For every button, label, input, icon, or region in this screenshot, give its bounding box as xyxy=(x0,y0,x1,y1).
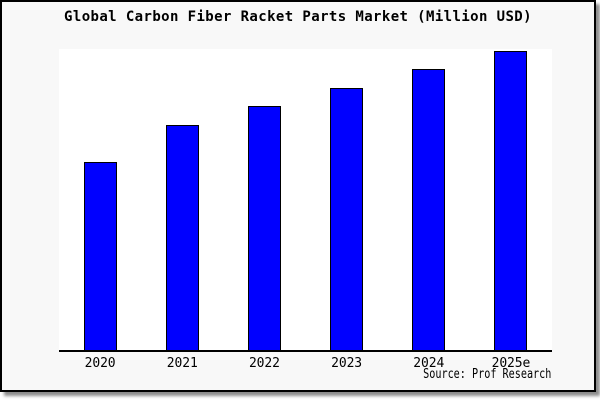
plot-area xyxy=(59,49,552,352)
bar-2025e xyxy=(494,51,528,350)
x-tick-label-2020: 2020 xyxy=(84,356,116,371)
bar-2020 xyxy=(83,162,117,350)
bar-2023 xyxy=(330,88,364,350)
x-tick-label-2025e: 2025e xyxy=(491,356,531,371)
chart-canvas: Global Carbon Fiber Racket Parts Market … xyxy=(0,0,596,392)
x-tick-label-2023: 2023 xyxy=(331,356,363,371)
bar-2022 xyxy=(247,106,281,350)
bar-2021 xyxy=(165,125,199,350)
bar-2024 xyxy=(412,69,446,350)
x-tick-label-2024: 2024 xyxy=(413,356,445,371)
x-tick-label-2021: 2021 xyxy=(166,356,198,371)
x-axis-labels: 2020 2021 2022 2023 2024 2025e xyxy=(59,356,552,371)
chart-title: Global Carbon Fiber Racket Parts Market … xyxy=(64,9,532,25)
source-note: Source: Prof Research xyxy=(422,367,551,382)
x-tick-label-2022: 2022 xyxy=(248,356,280,371)
